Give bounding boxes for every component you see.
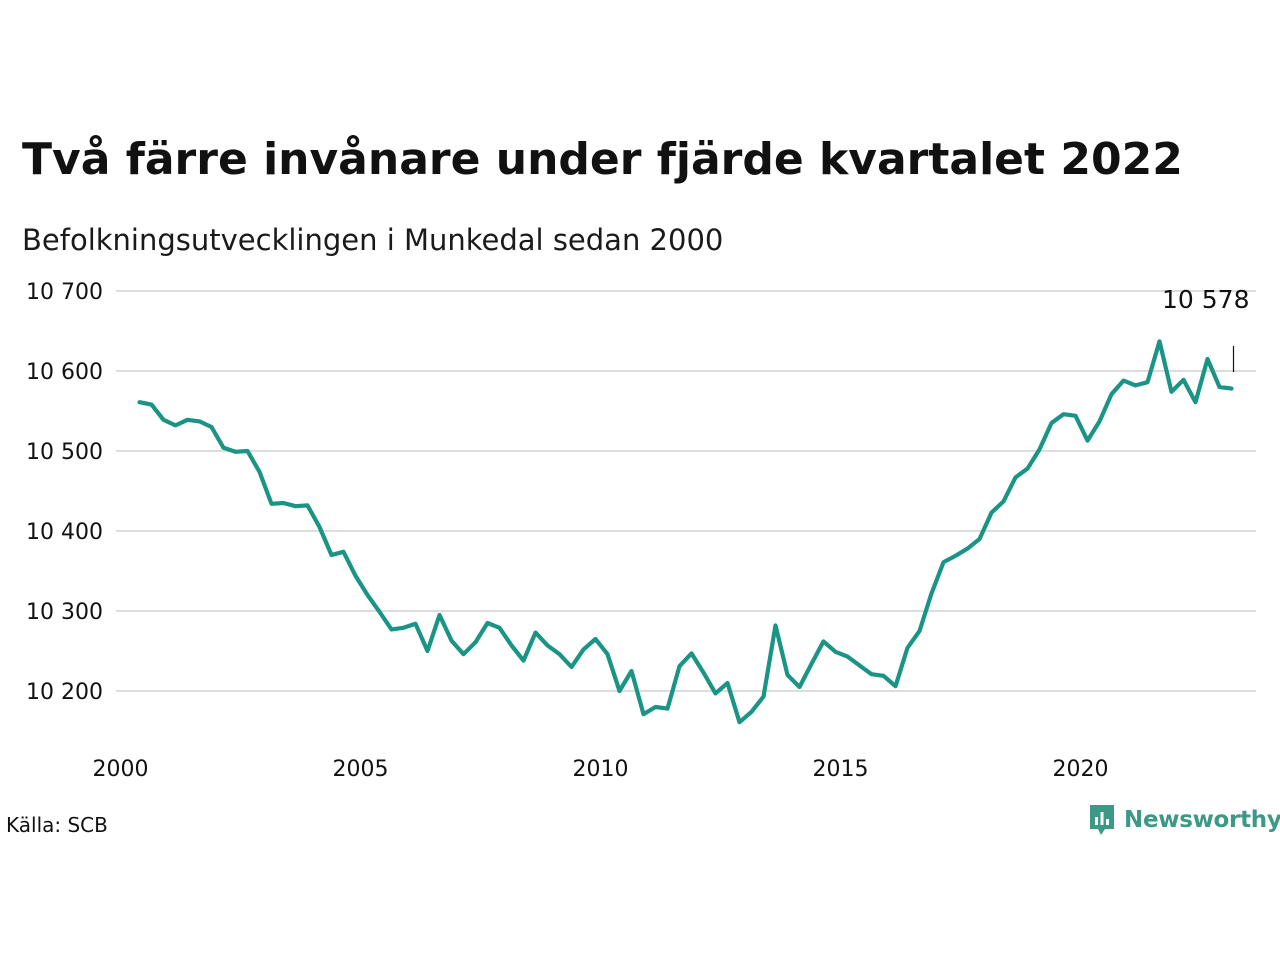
x-tick-label: 2000 [93, 757, 149, 782]
brand-name: Newsworthy [1124, 807, 1280, 833]
x-tick-label: 2005 [333, 757, 389, 782]
y-tick-label: 10 700 [26, 280, 103, 305]
y-tick-label: 10 500 [26, 440, 103, 465]
y-axis-tick-labels: 10 200 10 300 10 400 10 500 10 600 10 700 [26, 280, 103, 705]
y-tick-label: 10 600 [26, 360, 103, 385]
brand-logo: Newsworthy [1088, 803, 1280, 837]
population-series-line [137, 339, 1234, 725]
y-tick-label: 10 400 [26, 520, 103, 545]
annotation-label: 10 578 [1162, 285, 1249, 314]
y-tick-label: 10 300 [26, 600, 103, 625]
source-note: Källa: SCB [6, 813, 108, 837]
x-tick-label: 2010 [573, 757, 629, 782]
x-tick-label: 2020 [1053, 757, 1109, 782]
newsworthy-logo-icon [1090, 805, 1114, 835]
y-tick-label: 10 200 [26, 680, 103, 705]
x-tick-label: 2015 [813, 757, 869, 782]
grid-lines [116, 290, 1256, 692]
chart-title: Två färre invånare under fjärde kvartale… [22, 134, 1183, 185]
chart-subtitle: Befolkningsutvecklingen i Munkedal sedan… [22, 223, 724, 257]
x-axis-tick-labels: 2000 2005 2010 2015 2020 [93, 757, 1109, 782]
